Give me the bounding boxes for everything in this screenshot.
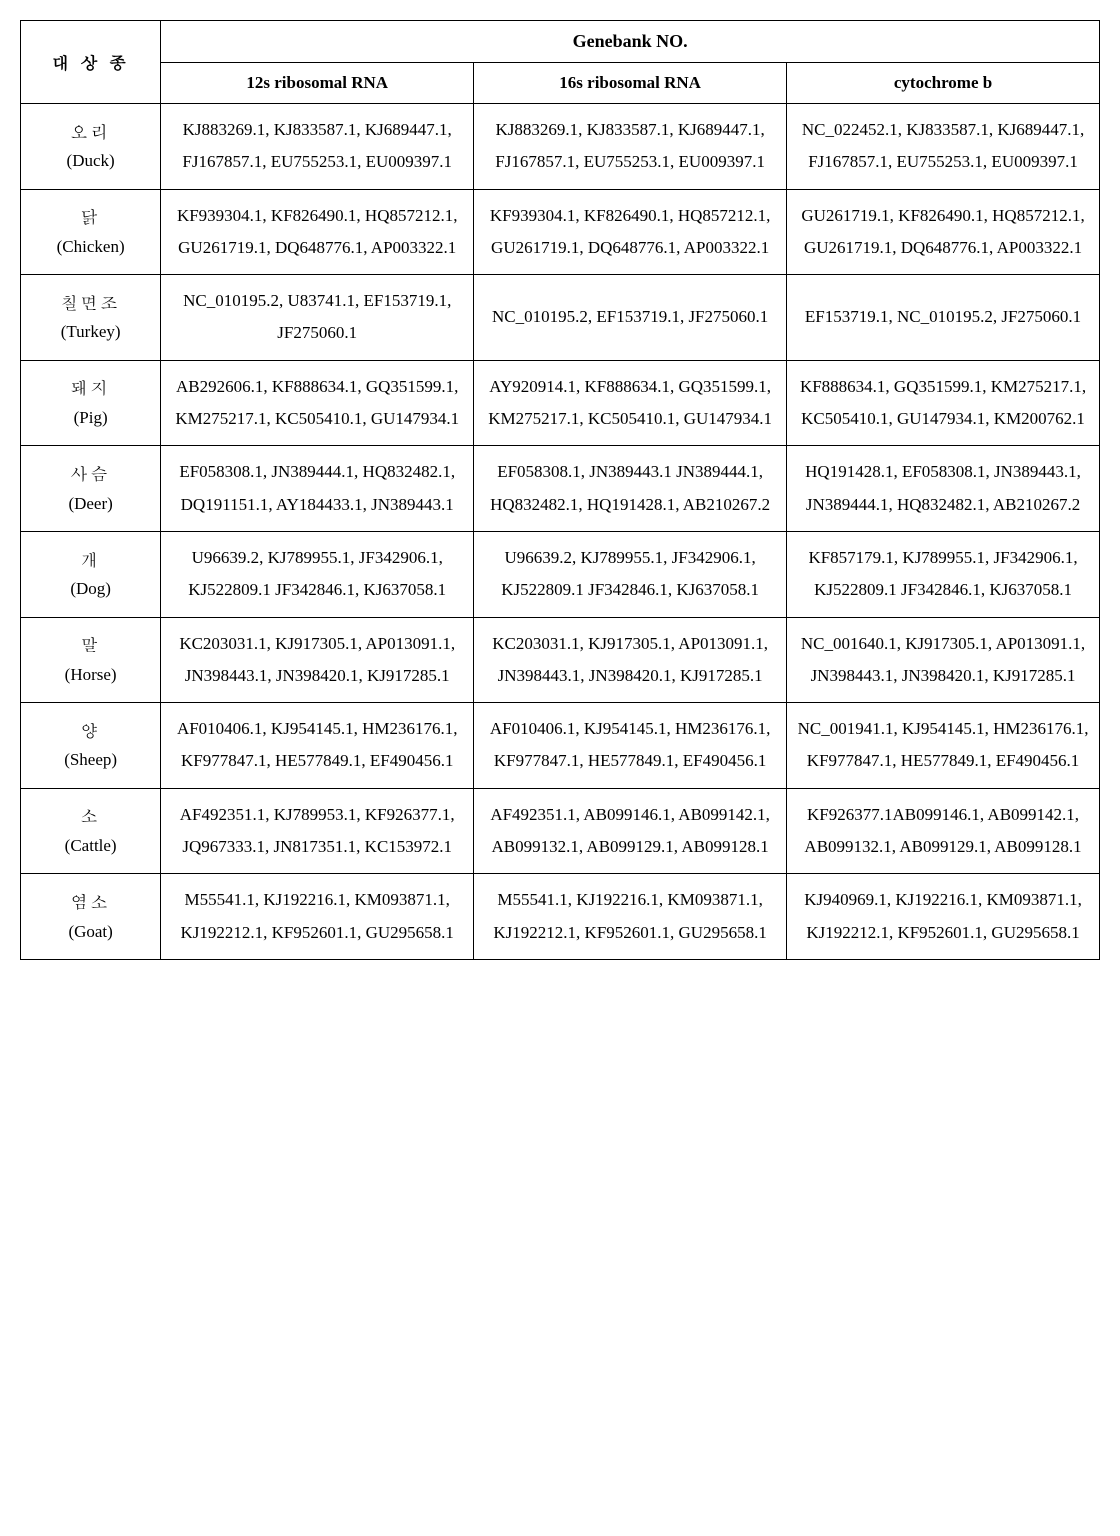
data-cell-r12s: KF939304.1, KF826490.1, HQ857212.1, GU26… <box>161 189 474 275</box>
data-cell-r16s: AY920914.1, KF888634.1, GQ351599.1, KM27… <box>474 360 787 446</box>
data-cell-cytb: NC_001941.1, KJ954145.1, HM236176.1, KF9… <box>787 703 1100 789</box>
data-cell-r16s: EF058308.1, JN389443.1 JN389444.1, HQ832… <box>474 446 787 532</box>
species-eng: (Deer) <box>29 489 152 520</box>
table-row: 칠면조(Turkey)NC_010195.2, U83741.1, EF1537… <box>21 275 1100 361</box>
table-header: 대 상 종 Genebank NO. 12s ribosomal RNA 16s… <box>21 21 1100 104</box>
data-cell-cytb: KF926377.1AB099146.1, AB099142.1, AB0991… <box>787 788 1100 874</box>
species-eng: (Horse) <box>29 660 152 691</box>
data-cell-r12s: KC203031.1, KJ917305.1, AP013091.1, JN39… <box>161 617 474 703</box>
data-cell-r12s: AB292606.1, KF888634.1, GQ351599.1, KM27… <box>161 360 474 446</box>
data-cell-cytb: GU261719.1, KF826490.1, HQ857212.1, GU26… <box>787 189 1100 275</box>
species-cell: 돼지(Pig) <box>21 360 161 446</box>
species-eng: (Chicken) <box>29 232 152 263</box>
species-eng: (Dog) <box>29 574 152 605</box>
header-genebank: Genebank NO. <box>161 21 1100 63</box>
data-cell-cytb: NC_001640.1, KJ917305.1, AP013091.1, JN3… <box>787 617 1100 703</box>
species-cell: 양(Sheep) <box>21 703 161 789</box>
data-cell-r12s: NC_010195.2, U83741.1, EF153719.1, JF275… <box>161 275 474 361</box>
data-cell-cytb: HQ191428.1, EF058308.1, JN389443.1, JN38… <box>787 446 1100 532</box>
data-cell-r12s: U96639.2, KJ789955.1, JF342906.1, KJ5228… <box>161 531 474 617</box>
table-row: 염소(Goat)M55541.1, KJ192216.1, KM093871.1… <box>21 874 1100 960</box>
header-12s: 12s ribosomal RNA <box>161 63 474 104</box>
species-kor: 돼지 <box>29 372 152 403</box>
species-cell: 사슴(Deer) <box>21 446 161 532</box>
table-row: 말(Horse)KC203031.1, KJ917305.1, AP013091… <box>21 617 1100 703</box>
data-cell-r16s: KF939304.1, KF826490.1, HQ857212.1, GU26… <box>474 189 787 275</box>
species-cell: 닭(Chicken) <box>21 189 161 275</box>
species-kor: 오리 <box>29 116 152 147</box>
species-kor: 닭 <box>29 201 152 232</box>
species-kor: 칠면조 <box>29 287 152 318</box>
data-cell-r16s: AF492351.1, AB099146.1, AB099142.1, AB09… <box>474 788 787 874</box>
species-kor: 소 <box>29 800 152 831</box>
data-cell-r16s: U96639.2, KJ789955.1, JF342906.1, KJ5228… <box>474 531 787 617</box>
data-cell-r12s: AF010406.1, KJ954145.1, HM236176.1, KF97… <box>161 703 474 789</box>
species-kor: 양 <box>29 715 152 746</box>
data-cell-r12s: EF058308.1, JN389444.1, HQ832482.1, DQ19… <box>161 446 474 532</box>
data-cell-r16s: AF010406.1, KJ954145.1, HM236176.1, KF97… <box>474 703 787 789</box>
data-cell-r12s: AF492351.1, KJ789953.1, KF926377.1, JQ96… <box>161 788 474 874</box>
header-species: 대 상 종 <box>21 21 161 104</box>
data-cell-r12s: M55541.1, KJ192216.1, KM093871.1, KJ1922… <box>161 874 474 960</box>
table-row: 사슴(Deer)EF058308.1, JN389444.1, HQ832482… <box>21 446 1100 532</box>
data-cell-cytb: NC_022452.1, KJ833587.1, KJ689447.1, FJ1… <box>787 104 1100 190</box>
table-row: 오리(Duck)KJ883269.1, KJ833587.1, KJ689447… <box>21 104 1100 190</box>
table-row: 돼지(Pig)AB292606.1, KF888634.1, GQ351599.… <box>21 360 1100 446</box>
data-cell-r16s: KC203031.1, KJ917305.1, AP013091.1, JN39… <box>474 617 787 703</box>
data-cell-r16s: KJ883269.1, KJ833587.1, KJ689447.1, FJ16… <box>474 104 787 190</box>
data-cell-r16s: NC_010195.2, EF153719.1, JF275060.1 <box>474 275 787 361</box>
header-species-label: 대 상 종 <box>52 50 129 74</box>
table-body: 오리(Duck)KJ883269.1, KJ833587.1, KJ689447… <box>21 104 1100 960</box>
species-eng: (Sheep) <box>29 745 152 776</box>
species-kor: 염소 <box>29 886 152 917</box>
species-eng: (Goat) <box>29 917 152 948</box>
species-eng: (Cattle) <box>29 831 152 862</box>
species-cell: 염소(Goat) <box>21 874 161 960</box>
species-cell: 개(Dog) <box>21 531 161 617</box>
header-16s: 16s ribosomal RNA <box>474 63 787 104</box>
table-row: 양(Sheep)AF010406.1, KJ954145.1, HM236176… <box>21 703 1100 789</box>
data-cell-cytb: EF153719.1, NC_010195.2, JF275060.1 <box>787 275 1100 361</box>
species-cell: 오리(Duck) <box>21 104 161 190</box>
data-cell-cytb: KF888634.1, GQ351599.1, KM275217.1, KC50… <box>787 360 1100 446</box>
data-cell-cytb: KF857179.1, KJ789955.1, JF342906.1, KJ52… <box>787 531 1100 617</box>
species-cell: 칠면조(Turkey) <box>21 275 161 361</box>
species-cell: 소(Cattle) <box>21 788 161 874</box>
header-cytb: cytochrome b <box>787 63 1100 104</box>
genebank-table: 대 상 종 Genebank NO. 12s ribosomal RNA 16s… <box>20 20 1100 960</box>
species-kor: 개 <box>29 544 152 575</box>
species-kor: 사슴 <box>29 458 152 489</box>
data-cell-cytb: KJ940969.1, KJ192216.1, KM093871.1, KJ19… <box>787 874 1100 960</box>
table-row: 소(Cattle)AF492351.1, KJ789953.1, KF92637… <box>21 788 1100 874</box>
species-eng: (Turkey) <box>29 317 152 348</box>
data-cell-r12s: KJ883269.1, KJ833587.1, KJ689447.1, FJ16… <box>161 104 474 190</box>
table-row: 닭(Chicken)KF939304.1, KF826490.1, HQ8572… <box>21 189 1100 275</box>
data-cell-r16s: M55541.1, KJ192216.1, KM093871.1, KJ1922… <box>474 874 787 960</box>
species-eng: (Duck) <box>29 146 152 177</box>
species-kor: 말 <box>29 629 152 660</box>
table-row: 개(Dog)U96639.2, KJ789955.1, JF342906.1, … <box>21 531 1100 617</box>
species-eng: (Pig) <box>29 403 152 434</box>
species-cell: 말(Horse) <box>21 617 161 703</box>
